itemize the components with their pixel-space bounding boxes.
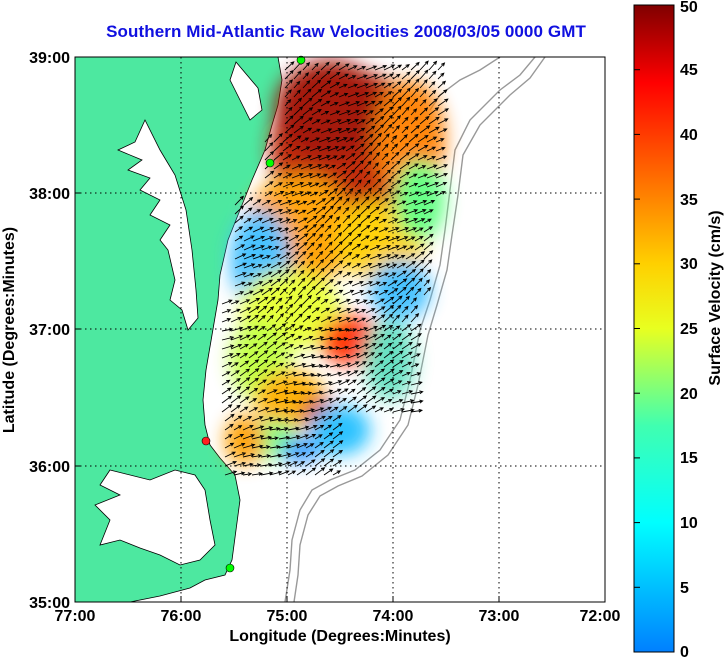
x-tick-labels: 77:00 76:00 75:00 74:00 73:00 72:00	[55, 608, 621, 625]
colorbar-tick-label: 5	[680, 580, 689, 597]
y-tick-label: 38:00	[29, 186, 70, 203]
x-tick-label: 77:00	[55, 608, 96, 625]
chesapeake-bay	[117, 119, 199, 331]
colorbar-tick-label: 25	[680, 321, 698, 338]
x-tick-label: 74:00	[373, 608, 414, 625]
colorbar-tick-label: 35	[680, 192, 698, 209]
colorbar-label: Surface Velocity (cm/s)	[707, 210, 724, 385]
x-tick-label: 73:00	[479, 608, 520, 625]
delaware-bay	[229, 61, 263, 121]
radar-site-marker	[225, 563, 235, 573]
pamlico-sound	[94, 469, 216, 566]
x-axis-label: Longitude (Degrees:Minutes)	[229, 628, 450, 645]
velocity-arrow-set	[221, 60, 449, 477]
radar-site-marker	[201, 436, 211, 446]
colorbar-tick-label: 30	[680, 256, 698, 273]
y-tick-labels: 39:00 38:00 37:00 36:00 35:00	[29, 50, 70, 612]
radar-site-marker	[296, 55, 306, 65]
x-tick-label: 72:00	[580, 608, 621, 625]
map-title: Southern Mid-Atlantic Raw Velocities 200…	[106, 22, 586, 41]
y-tick-label: 39:00	[29, 50, 70, 67]
radar-site-marker	[265, 158, 275, 168]
colorbar-tick-labels: 0 5 10 15 20 25 30 35 40 45 50	[680, 0, 698, 659]
colorbar-tick-label: 0	[680, 644, 689, 659]
colorbar-tick-label: 50	[680, 0, 698, 16]
colorbar-ticks	[634, 69, 640, 588]
velocity-vectors	[221, 60, 449, 477]
x-tick-label: 75:00	[267, 608, 308, 625]
grid-lines	[75, 57, 605, 602]
colorbar-tick-label: 15	[680, 450, 698, 467]
y-axis-label: Latitude (Degrees:Minutes)	[1, 227, 18, 433]
colorbar-tick-label: 45	[680, 62, 698, 79]
colorbar-tick-label: 10	[680, 515, 698, 532]
colorbar	[633, 4, 675, 653]
y-tick-label: 35:00	[29, 595, 70, 612]
y-tick-label: 36:00	[29, 459, 70, 476]
y-tick-label: 37:00	[29, 322, 70, 339]
x-tick-label: 76:00	[161, 608, 202, 625]
colorbar-tick-label: 20	[680, 386, 698, 403]
colorbar-tick-label: 40	[680, 127, 698, 144]
